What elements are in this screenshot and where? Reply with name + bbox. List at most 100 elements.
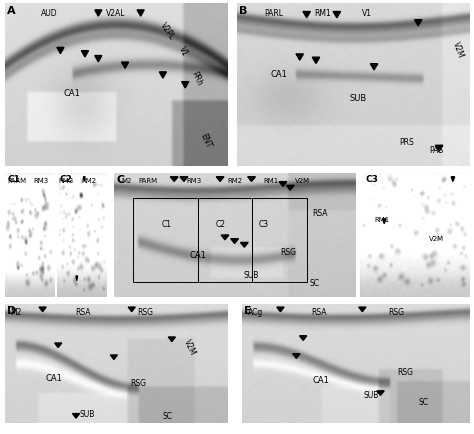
Polygon shape <box>180 178 188 182</box>
Polygon shape <box>383 219 386 224</box>
Text: PARL: PARL <box>264 9 283 18</box>
Polygon shape <box>110 355 118 360</box>
Text: RM1: RM1 <box>374 217 390 223</box>
Text: RM2: RM2 <box>82 178 97 183</box>
Polygon shape <box>370 65 378 71</box>
Text: CA1: CA1 <box>63 89 80 98</box>
Text: C1: C1 <box>162 219 172 228</box>
Text: V2M: V2M <box>451 40 465 59</box>
Bar <box>133 198 198 283</box>
Text: PARM: PARM <box>8 178 27 183</box>
Text: CA1: CA1 <box>313 375 330 385</box>
Text: C1: C1 <box>7 175 20 184</box>
Polygon shape <box>82 52 89 58</box>
Text: V1: V1 <box>177 45 189 58</box>
Text: E: E <box>244 305 252 315</box>
Polygon shape <box>248 178 255 182</box>
Polygon shape <box>359 307 366 312</box>
Text: RM1: RM1 <box>263 178 279 183</box>
Text: SUB: SUB <box>80 409 95 418</box>
Polygon shape <box>277 307 284 312</box>
Text: D: D <box>7 305 16 315</box>
Text: RSA: RSA <box>312 208 328 217</box>
Text: SC: SC <box>310 279 319 288</box>
Text: RM3: RM3 <box>186 178 201 183</box>
Polygon shape <box>73 414 80 418</box>
Text: RSG: RSG <box>137 307 153 316</box>
Text: C2: C2 <box>215 219 225 228</box>
Text: RSG: RSG <box>130 378 146 387</box>
Text: B: B <box>239 6 248 16</box>
Text: V2PL: V2PL <box>158 20 176 41</box>
Text: RSG: RSG <box>398 367 413 376</box>
Polygon shape <box>216 178 224 182</box>
Polygon shape <box>39 307 46 312</box>
Text: SC: SC <box>163 411 173 420</box>
Polygon shape <box>95 56 102 62</box>
Polygon shape <box>168 337 175 342</box>
Text: V2M: V2M <box>295 178 310 183</box>
Bar <box>252 198 307 283</box>
Text: C: C <box>116 175 124 185</box>
Text: CA1: CA1 <box>270 69 287 79</box>
Polygon shape <box>303 13 310 19</box>
Text: SUB: SUB <box>244 270 259 279</box>
Text: RM3: RM3 <box>33 178 48 183</box>
Text: RM1: RM1 <box>315 9 331 18</box>
Polygon shape <box>240 243 248 248</box>
Text: RM2: RM2 <box>227 178 242 183</box>
Text: RSA: RSA <box>75 307 91 316</box>
Polygon shape <box>312 58 319 64</box>
Polygon shape <box>300 336 307 341</box>
Polygon shape <box>57 48 64 55</box>
Polygon shape <box>95 11 102 17</box>
Polygon shape <box>182 82 189 89</box>
Polygon shape <box>170 178 178 182</box>
Text: RM3: RM3 <box>58 178 73 183</box>
Text: ACg: ACg <box>248 307 263 316</box>
Text: SUB: SUB <box>349 94 366 103</box>
Text: C3: C3 <box>366 175 379 184</box>
Text: C3: C3 <box>259 219 269 228</box>
Bar <box>198 198 252 283</box>
Polygon shape <box>231 239 238 244</box>
Polygon shape <box>128 307 135 312</box>
Polygon shape <box>333 13 341 19</box>
Text: A: A <box>7 6 16 16</box>
Text: CA1: CA1 <box>46 373 62 382</box>
Text: V2AL: V2AL <box>106 9 126 18</box>
Polygon shape <box>293 354 300 358</box>
Text: PRh: PRh <box>189 69 203 87</box>
Polygon shape <box>451 178 455 182</box>
Polygon shape <box>435 146 443 152</box>
Text: V1: V1 <box>362 9 372 18</box>
Polygon shape <box>55 343 62 348</box>
Polygon shape <box>76 276 78 281</box>
Text: C2: C2 <box>59 175 72 184</box>
Text: RSG: RSG <box>389 307 404 316</box>
Text: M2: M2 <box>121 178 131 183</box>
Text: V2M: V2M <box>182 337 197 356</box>
Text: ENT: ENT <box>198 131 212 149</box>
Text: SUB: SUB <box>364 390 379 399</box>
Text: CA1: CA1 <box>190 250 207 259</box>
Polygon shape <box>137 11 144 17</box>
Polygon shape <box>377 391 384 395</box>
Polygon shape <box>159 72 166 79</box>
Polygon shape <box>414 20 422 27</box>
Polygon shape <box>83 178 85 182</box>
Polygon shape <box>286 186 294 191</box>
Text: SC: SC <box>419 397 429 406</box>
Text: AUD: AUD <box>41 9 58 18</box>
Text: PARM: PARM <box>138 178 157 183</box>
Text: PRS: PRS <box>399 138 414 147</box>
Text: RSA: RSA <box>311 307 327 316</box>
Text: PAS: PAS <box>430 146 444 155</box>
Polygon shape <box>279 182 287 187</box>
Text: RSG: RSG <box>280 248 296 257</box>
Polygon shape <box>121 63 128 69</box>
Text: V2M: V2M <box>429 235 444 241</box>
Polygon shape <box>221 235 229 240</box>
Text: M2: M2 <box>10 307 21 316</box>
Polygon shape <box>296 55 303 61</box>
